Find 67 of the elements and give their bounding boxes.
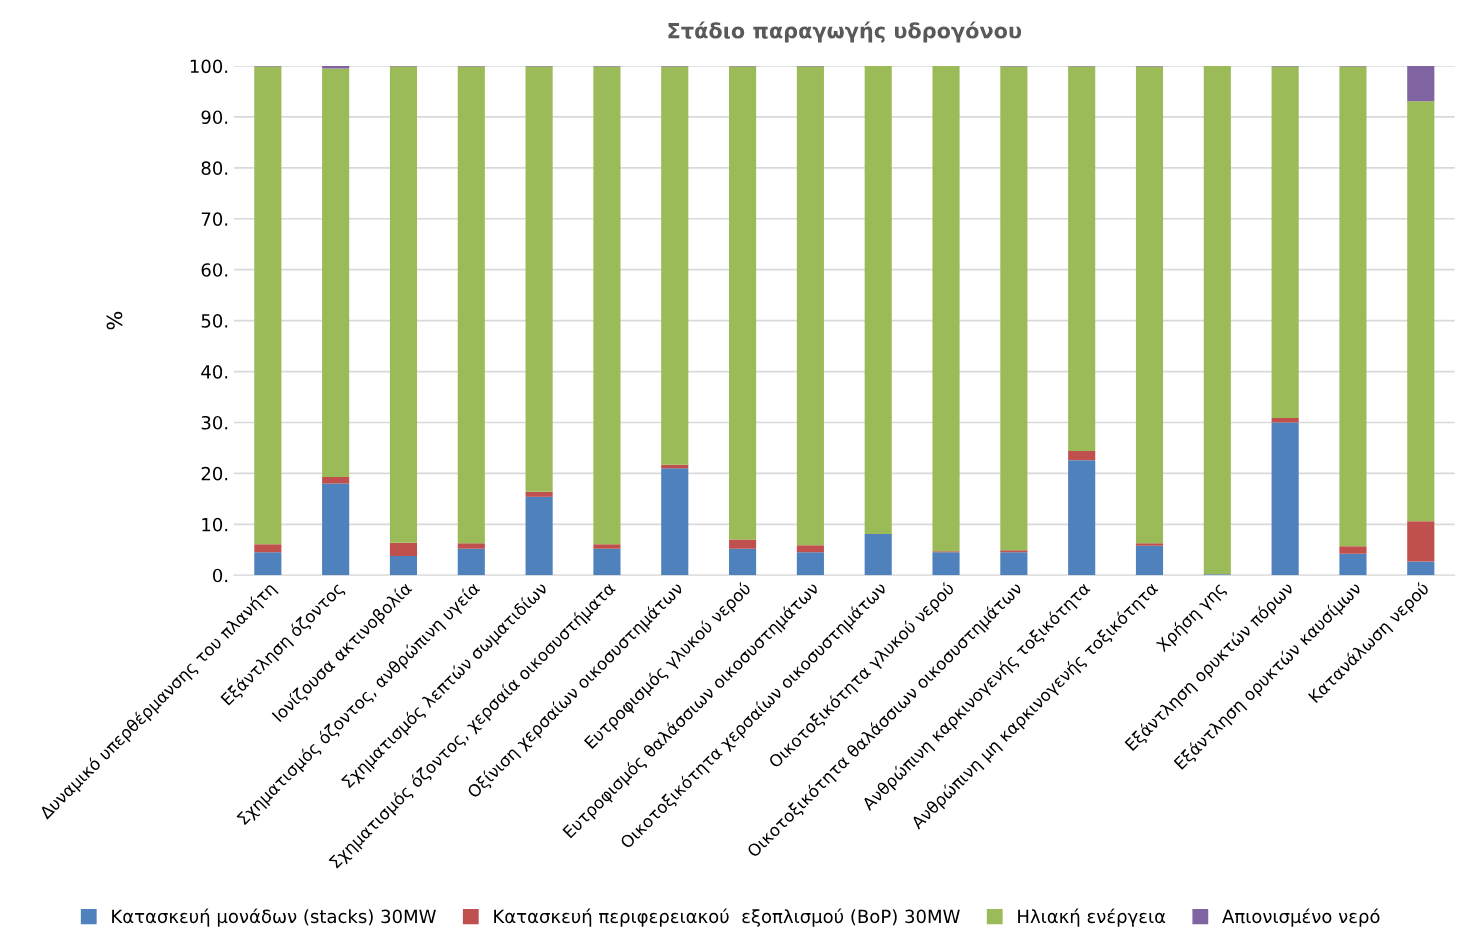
y-tick-label: 70. — [201, 212, 228, 226]
bar — [796, 545, 824, 553]
bar — [593, 544, 621, 549]
bar — [1068, 66, 1096, 451]
y-tick-label: 50. — [201, 314, 228, 328]
bar — [1000, 552, 1028, 576]
bar — [1339, 546, 1367, 554]
bar — [796, 552, 824, 576]
bar — [1135, 543, 1164, 546]
bar — [1407, 101, 1435, 522]
y-tick-label: 0. — [213, 568, 228, 583]
bar — [932, 66, 960, 552]
bar — [389, 555, 418, 576]
bar — [525, 66, 553, 492]
y-axis-title: % — [106, 311, 123, 330]
bar — [1407, 521, 1435, 562]
bar — [1407, 66, 1435, 102]
bar — [796, 66, 824, 546]
legend-label: Κατασκευή μονάδων (stacks) 30MW — [112, 908, 436, 927]
bar — [322, 68, 350, 477]
y-tick-label: 30. — [201, 415, 228, 430]
bar — [1000, 550, 1028, 553]
y-tick-label: 40. — [201, 365, 228, 379]
bar — [457, 543, 485, 549]
bar — [1339, 553, 1367, 576]
bar — [1407, 561, 1435, 576]
bar — [389, 66, 418, 543]
bar — [864, 66, 892, 534]
bar — [1000, 66, 1028, 551]
legend-label: Απιονισμένο νερό — [1222, 908, 1380, 927]
y-tick-label: 100. — [190, 59, 228, 74]
bar — [593, 66, 621, 545]
bar — [661, 468, 689, 576]
bar — [1068, 460, 1096, 576]
bar — [254, 66, 282, 545]
y-tick-label: 90. — [201, 110, 228, 125]
bar — [1339, 66, 1367, 547]
bar — [729, 548, 757, 576]
bar — [457, 548, 485, 576]
y-tick-label: 80. — [201, 161, 228, 175]
bar — [525, 491, 553, 497]
bar — [254, 544, 282, 553]
bar — [1271, 66, 1299, 418]
bar — [457, 66, 485, 544]
bar — [661, 66, 689, 465]
bar — [864, 533, 892, 576]
bar — [254, 552, 282, 576]
y-tick-label: 10. — [202, 517, 228, 532]
bar — [389, 542, 418, 556]
bar — [1203, 66, 1231, 575]
chart-title: Στάδιο παραγωγής υδρογόνου — [668, 21, 1022, 43]
y-tick-label: 60. — [201, 263, 228, 277]
bar — [1135, 66, 1164, 544]
bar — [1271, 422, 1299, 576]
bar — [322, 66, 350, 69]
legend-label: Κατασκευή περιφερειακού εξοπλισμού (BoP) 30MW — [494, 908, 960, 927]
legend-label: Ηλιακή ενέργεια — [1018, 908, 1166, 927]
bar — [593, 548, 621, 576]
bar — [1068, 450, 1096, 461]
y-tick-label: 20. — [201, 466, 228, 481]
bar — [525, 496, 553, 576]
bar — [932, 552, 960, 576]
bar — [729, 539, 757, 549]
bar — [1135, 545, 1164, 576]
bar — [322, 483, 350, 576]
bar — [729, 66, 757, 540]
bar — [322, 476, 350, 484]
